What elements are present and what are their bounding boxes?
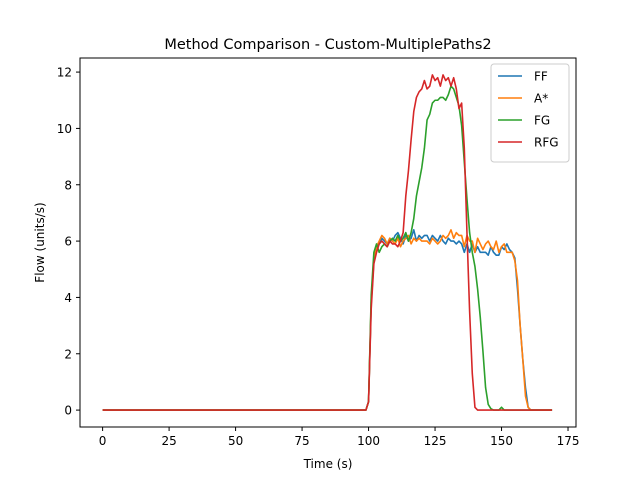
x-tick-label: 25	[161, 434, 176, 448]
x-tick-label: 100	[357, 434, 380, 448]
legend-label: RFG	[534, 136, 559, 150]
series-line-fg	[102, 85, 553, 411]
plot-area	[79, 57, 577, 428]
y-tick-label: 6	[64, 235, 72, 249]
series-layer	[102, 74, 553, 411]
x-axis-label: Time (s)	[303, 457, 353, 471]
y-axis-label: Flow (units/s)	[33, 202, 47, 282]
legend-label: FF	[534, 70, 548, 84]
y-tick-label: 10	[57, 122, 72, 136]
x-tick-label: 125	[424, 434, 447, 448]
x-tick-label: 175	[557, 434, 580, 448]
legend-label: A*	[534, 92, 548, 106]
x-tick-label: 75	[294, 434, 309, 448]
x-tick-label: 0	[99, 434, 107, 448]
legend-label: FG	[534, 114, 550, 128]
x-axis: 0 25 50 75 100 125 150 175	[99, 427, 580, 448]
y-tick-label: 12	[57, 66, 72, 80]
y-tick-label: 4	[64, 291, 72, 305]
y-axis: 0 2 4 6 8 10 12	[57, 66, 80, 418]
legend: FF A* FG RFG	[490, 63, 570, 163]
legend-box	[490, 63, 570, 163]
y-tick-label: 8	[64, 178, 72, 192]
y-tick-label: 2	[64, 347, 72, 361]
series-line-rfg	[102, 74, 553, 411]
y-tick-label: 0	[64, 404, 72, 418]
x-tick-label: 50	[228, 434, 243, 448]
x-tick-label: 150	[490, 434, 513, 448]
plot-frame	[79, 57, 577, 428]
chart-title: Method Comparison - Custom-MultiplePaths…	[164, 37, 491, 53]
